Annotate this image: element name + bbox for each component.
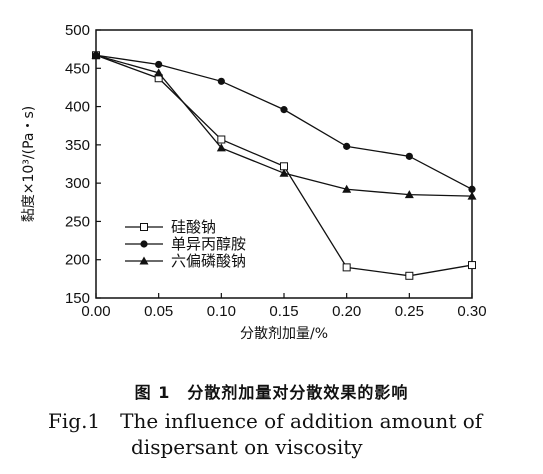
data-point-sodium-silicate xyxy=(468,261,476,270)
x-tick-label: 0.30 xyxy=(457,303,486,320)
figure-caption-english-line-2: dispersant on viscosity xyxy=(131,435,363,459)
data-point-monoisopropanolamine xyxy=(343,142,351,150)
x-tick-label: 0.00 xyxy=(81,303,110,320)
data-point-sodium-hexametaphosphate xyxy=(216,143,226,152)
data-point-sodium-hexametaphosphate xyxy=(467,191,477,200)
y-tick-label: 350 xyxy=(65,137,90,154)
y-tick-label: 150 xyxy=(65,290,90,307)
x-tick-label: 0.20 xyxy=(332,303,361,320)
data-point-monoisopropanolamine xyxy=(405,152,413,160)
series-layer xyxy=(91,50,477,280)
data-point-monoisopropanolamine xyxy=(468,185,476,193)
legend-label: 硅酸钠 xyxy=(171,218,216,236)
data-point-sodium-hexametaphosphate xyxy=(279,168,289,177)
line-chart: 0.00 0.05 0.10 0.15 0.20 0.25 0.30 150 200 250 300… xyxy=(21,22,487,342)
legend-marker xyxy=(140,223,148,231)
y-tick-label: 300 xyxy=(65,175,90,192)
data-point-sodium-hexametaphosphate xyxy=(91,50,101,59)
data-point-sodium-hexametaphosphate xyxy=(342,184,352,193)
legend-label: 六偏磷酸钠 xyxy=(171,252,246,270)
y-tick-label: 200 xyxy=(65,252,90,269)
x-tick-label: 0.10 xyxy=(207,303,236,320)
x-axis-label: 分散剂加量/% xyxy=(240,326,328,342)
figure-caption-chinese: 图 1 分散剂加量对分散效果的影响 xyxy=(134,383,409,402)
y-tick-label: 250 xyxy=(65,213,90,230)
data-point-sodium-silicate xyxy=(342,263,351,272)
y-tick-label: 450 xyxy=(65,60,90,77)
x-tick-label: 0.25 xyxy=(395,303,424,320)
legend-marker xyxy=(139,256,149,265)
data-point-sodium-silicate xyxy=(217,135,226,144)
x-tick-label: 0.15 xyxy=(269,303,298,320)
data-point-sodium-silicate xyxy=(405,271,414,280)
data-point-monoisopropanolamine xyxy=(155,60,163,69)
x-tick-label: 0.05 xyxy=(144,303,173,320)
axis-layer: 0.00 0.05 0.10 0.15 0.20 0.25 0.30 150 200 250 300… xyxy=(65,22,487,320)
y-tick-label: 500 xyxy=(65,22,90,39)
data-point-monoisopropanolamine xyxy=(217,77,225,85)
y-tick-label: 400 xyxy=(65,99,90,116)
y-axis-label: 黏度×10³/(Pa・s) xyxy=(21,106,37,222)
data-point-sodium-hexametaphosphate xyxy=(404,190,414,199)
legend-label: 单异丙醇胺 xyxy=(171,235,246,253)
legend-marker xyxy=(140,240,148,248)
data-point-sodium-hexametaphosphate xyxy=(154,68,164,77)
figure-caption-english-line-1: Fig.1 The influence of addition amount o… xyxy=(48,409,483,433)
data-point-monoisopropanolamine xyxy=(280,106,288,114)
